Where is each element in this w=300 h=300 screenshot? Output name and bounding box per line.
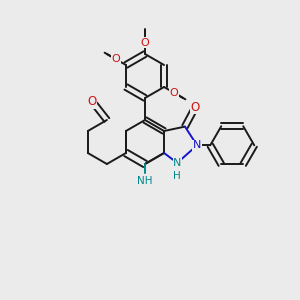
Text: N: N [173, 158, 182, 168]
Text: O: O [112, 54, 120, 64]
Text: NH: NH [137, 176, 153, 185]
Text: O: O [169, 88, 178, 98]
Text: N: N [193, 140, 201, 150]
Text: O: O [190, 100, 200, 114]
Text: O: O [87, 95, 96, 108]
Text: H: H [173, 171, 181, 181]
Text: O: O [141, 38, 149, 48]
